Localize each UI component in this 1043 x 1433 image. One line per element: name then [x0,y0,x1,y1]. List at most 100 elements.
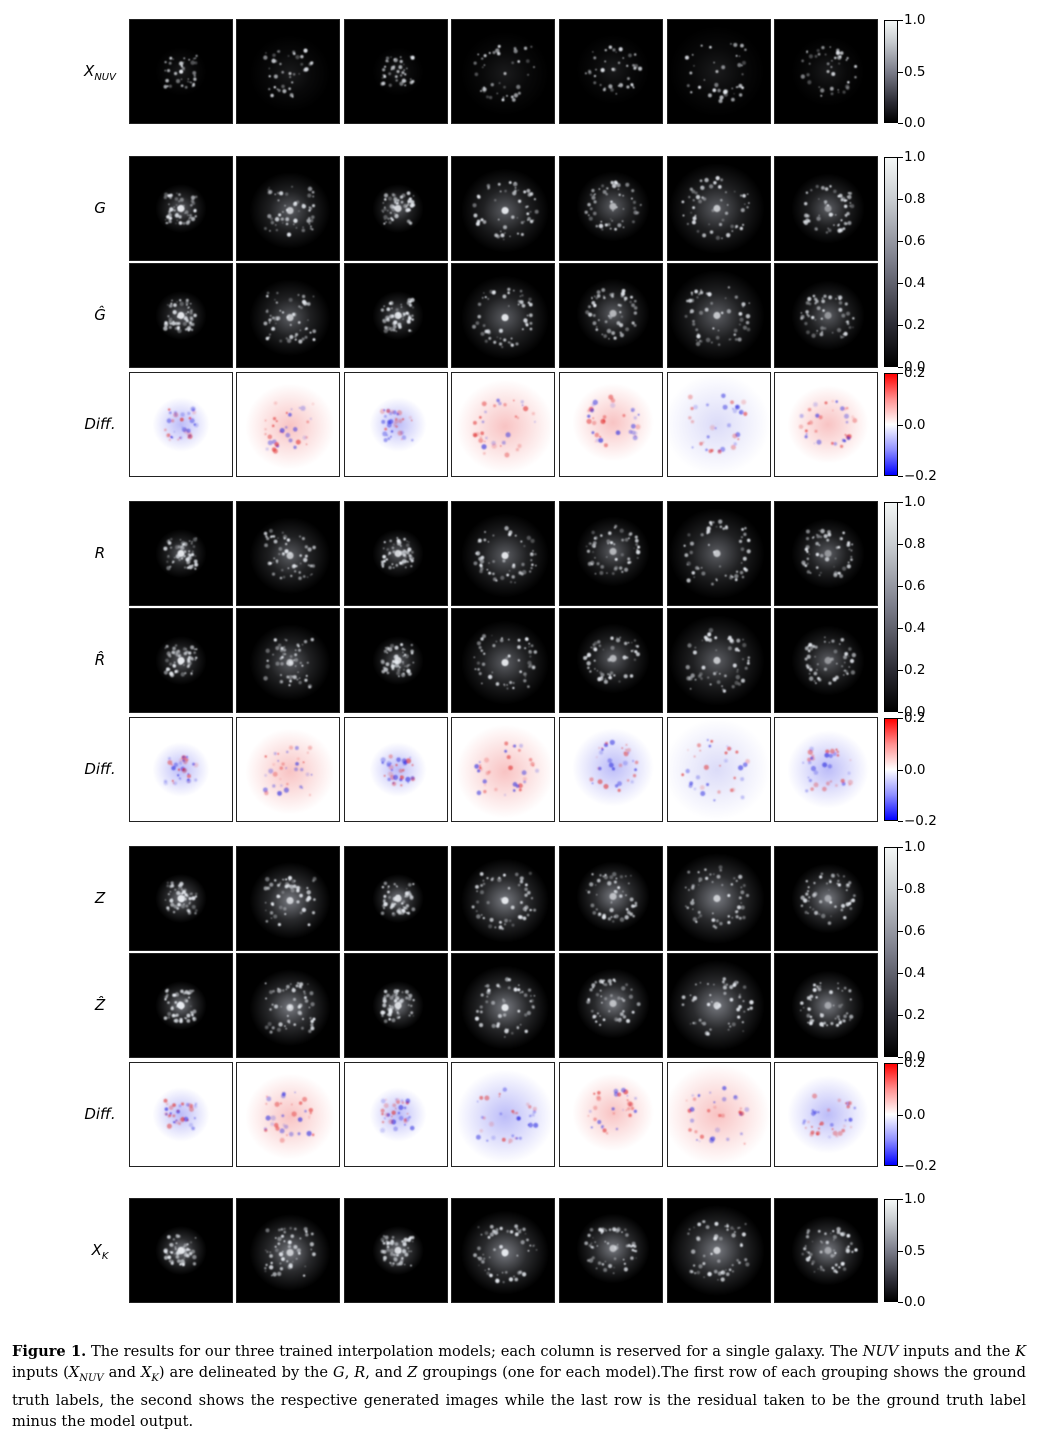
galaxy-image-panel [667,19,771,124]
galaxy-image-panel [344,846,448,951]
row-label: R [60,544,140,562]
row-label-text: XNUV [84,61,116,83]
residual-panel [774,372,878,477]
row-label: Ẑ [60,996,140,1014]
colorbar-tick [898,889,903,890]
row-label: Diff. [60,760,140,778]
residual-panel [129,717,233,822]
colorbar-tick-label: 0.8 [904,881,926,897]
galaxy-image-panel [451,846,555,951]
colorbar-tick-label: 0.2 [904,365,926,381]
colorbar-tick-label: 1.0 [904,494,926,510]
galaxy-image-panel [344,19,448,124]
colorbar-tick [898,157,903,158]
colorbar-tick [898,1302,903,1303]
residual-panel [344,372,448,477]
colorbar-tick-label: 1.0 [904,1191,926,1207]
galaxy-image-panel [667,953,771,1058]
residual-panel [344,1062,448,1167]
row-label: Diff. [60,1105,140,1123]
colorbar-tick-label: −0.2 [904,813,937,829]
colorbar-tick [898,1057,903,1058]
galaxy-image-panel [344,608,448,713]
colorbar-tick [898,283,903,284]
colorbar-tick [898,712,903,713]
galaxy-image-panel [559,501,663,606]
colorbar-tick-label: 0.2 [904,662,926,678]
galaxy-image-panel [451,19,555,124]
residual-panel [559,717,663,822]
residual-panel [236,372,340,477]
galaxy-image-panel [236,156,340,261]
colorbar [884,718,898,821]
residual-panel [451,1062,555,1167]
row-label-text: Diff. [84,759,116,778]
colorbar-tick [898,586,903,587]
colorbar-tick-label: 0.0 [904,704,926,720]
colorbar-tick [898,718,903,719]
galaxy-image-panel [129,953,233,1058]
row-label: XNUV [60,62,140,83]
galaxy-image-panel [451,1198,555,1303]
residual-panel [667,717,771,822]
figure: XNUV G Ĝ Diff. R R̂ Diff. Z Ẑ Diff. XK 1.0 0.5 0.0 1.0… [60,12,937,1309]
colorbar-tick [898,373,903,374]
galaxy-image-panel [129,608,233,713]
colorbar-tick-label: 1.0 [904,12,926,28]
galaxy-image-panel [451,953,555,1058]
colorbar [884,373,898,476]
row-label: Ĝ [60,306,140,324]
colorbar-tick-label: 1.0 [904,149,926,165]
residual-panel [667,1062,771,1167]
galaxy-image-panel [236,953,340,1058]
galaxy-image-panel [129,501,233,606]
colorbar-tick-label: 0.0 [904,416,926,433]
galaxy-image-panel [129,263,233,368]
colorbar-tick-label: 1.0 [904,839,926,855]
colorbar-tick [898,1199,903,1200]
colorbar-tick-label: 0.0 [904,115,926,131]
figure-caption: Figure 1. The results for our three trai… [12,1341,1026,1433]
row-label-text: Ẑ [94,995,106,1014]
colorbar-tick [898,821,903,822]
colorbar-tick-label: 0.5 [904,1242,926,1259]
row-label: R̂ [60,651,140,669]
row-label-text: Diff. [84,414,116,433]
residual-panel [129,372,233,477]
residual-panel [344,717,448,822]
row-label-text: R̂ [94,650,106,669]
residual-panel [236,717,340,822]
row-label-text: R [94,543,106,562]
galaxy-image-panel [667,846,771,951]
galaxy-image-panel [451,501,555,606]
colorbar-tick [898,847,903,848]
colorbar-tick [898,1063,903,1064]
residual-panel [774,717,878,822]
colorbar-tick-label: 0.0 [904,359,926,375]
row-label: Z [60,889,140,907]
galaxy-image-panel [559,608,663,713]
colorbar-tick [898,670,903,671]
colorbar-tick [898,931,903,932]
galaxy-image-panel [559,263,663,368]
caption-text: The results for our three trained interp… [12,1342,1027,1430]
residual-panel [236,1062,340,1167]
residual-panel [451,372,555,477]
colorbar [884,502,898,712]
row-label: Diff. [60,415,140,433]
colorbar-tick [898,1250,903,1252]
galaxy-image-panel [451,608,555,713]
colorbar-tick-label: 0.2 [904,317,926,333]
galaxy-image-panel [559,1198,663,1303]
galaxy-image-panel [236,1198,340,1303]
galaxy-image-panel [344,953,448,1058]
galaxy-image-panel [344,156,448,261]
colorbar-tick-label: 0.4 [904,275,926,291]
galaxy-image-panel [451,156,555,261]
colorbar-tick [898,71,903,73]
colorbar-tick-label: 0.0 [904,761,926,778]
row-label-text: Z [94,888,106,907]
galaxy-image-panel [236,608,340,713]
colorbar [884,847,898,1057]
galaxy-image-panel [774,501,878,606]
